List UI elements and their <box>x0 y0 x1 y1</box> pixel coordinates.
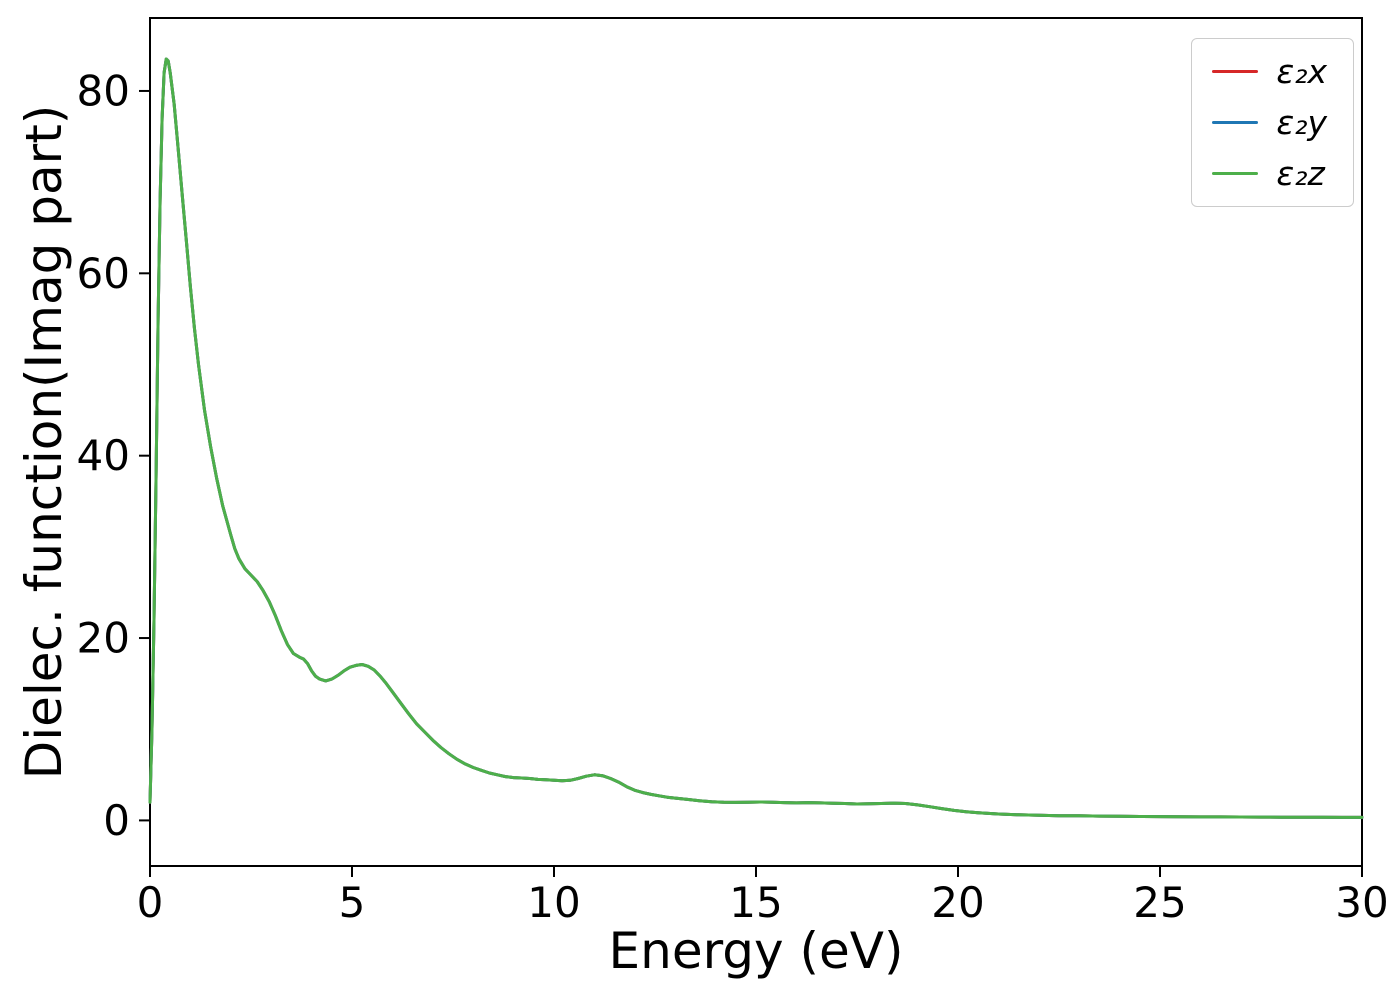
x-tick-label: 0 <box>137 878 164 927</box>
legend-label: ε₂z <box>1276 154 1325 193</box>
legend-item: ε₂y <box>1212 106 1327 139</box>
legend-line-sample <box>1212 172 1259 175</box>
legend-line-sample <box>1212 70 1259 73</box>
x-tick-label: 20 <box>931 878 984 927</box>
y-tick-label: 0 <box>103 796 130 845</box>
series-line-eps2y <box>148 57 1364 819</box>
x-tick-label: 15 <box>729 878 782 927</box>
y-tick-label: 20 <box>77 614 130 663</box>
legend-label: ε₂x <box>1276 52 1327 91</box>
y-axis-label: Dielec. function(Imag part) <box>15 104 73 780</box>
x-tick-label: 25 <box>1133 878 1186 927</box>
legend-item: ε₂x <box>1212 55 1327 88</box>
legend-line-sample <box>1212 121 1259 124</box>
series-line-eps2x <box>148 57 1364 819</box>
legend-label: ε₂y <box>1276 103 1327 142</box>
y-tick-label: 60 <box>77 249 130 298</box>
legend: ε₂x ε₂y ε₂z <box>1191 38 1354 207</box>
x-tick-label: 10 <box>527 878 580 927</box>
axes-spines <box>149 17 1363 867</box>
legend-item: ε₂z <box>1212 157 1327 190</box>
series-line-eps2z <box>148 57 1364 819</box>
x-tick-label: 5 <box>339 878 366 927</box>
y-tick-label: 40 <box>77 431 130 480</box>
x-axis-label: Energy (eV) <box>608 922 904 980</box>
y-tick-label: 80 <box>77 66 130 115</box>
x-tick-label: 30 <box>1335 878 1388 927</box>
